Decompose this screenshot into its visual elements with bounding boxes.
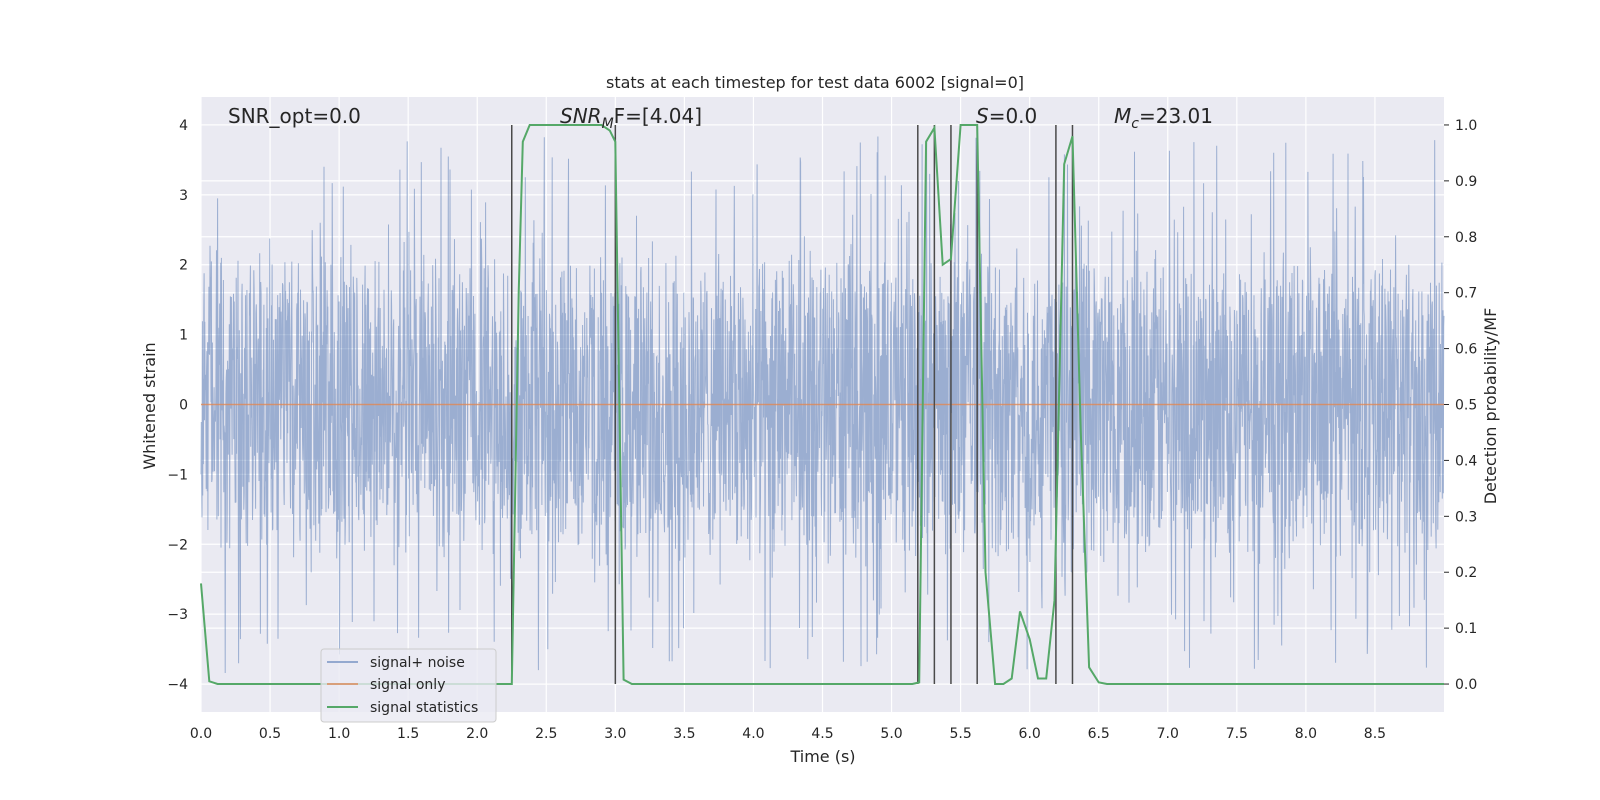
detection-vlines <box>511 124 1074 685</box>
y-tick-label: 0 <box>179 398 188 414</box>
legend-label-signal: signal only <box>370 677 445 693</box>
x-tick-label: 7.0 <box>1157 726 1179 742</box>
s-annotation: S=0.0 <box>976 104 1037 128</box>
y-tick-label: 4 <box>179 118 188 134</box>
snr-mf-symbol: SNR <box>560 104 602 128</box>
x-tick-label: 5.0 <box>880 726 902 742</box>
y-axis-title: Whitened strain <box>140 342 159 469</box>
x-tick-label: 3.0 <box>604 726 626 742</box>
legend-label-noise: signal+ noise <box>370 655 465 671</box>
x-tick-label: 0.5 <box>259 726 281 742</box>
snr-mf-value: F=[4.04] <box>614 104 702 128</box>
x-tick-label: 2.5 <box>535 726 557 742</box>
y-tick-label: −1 <box>167 467 188 483</box>
snr-mf-subscript: M <box>602 116 614 132</box>
y2-tick-label: 0.1 <box>1455 621 1477 637</box>
y2-tick-label: 0.9 <box>1455 174 1477 190</box>
x-axis-title: Time (s) <box>789 747 855 766</box>
signal-statistics-line <box>200 124 1444 685</box>
signal-noise-series <box>200 136 1445 674</box>
x-tick-label: 1.0 <box>328 726 350 742</box>
x-tick-label: 2.0 <box>466 726 488 742</box>
x-tick-label: 0.0 <box>190 726 212 742</box>
y2-tick-label: 0.8 <box>1455 230 1477 246</box>
snr-mf-annotation: SNRMF=[4.04] <box>560 104 702 132</box>
signal-noise-line <box>200 136 1445 674</box>
y2-axis-title: Detection probability/MF <box>1481 308 1500 505</box>
y-tick-label: −4 <box>167 677 188 693</box>
x-tick-label: 8.5 <box>1364 726 1386 742</box>
y-tick-label: −3 <box>167 607 188 623</box>
chart-title: stats at each timestep for test data 600… <box>606 73 1024 92</box>
x-tick-label: 7.5 <box>1226 726 1248 742</box>
x-tick-label: 6.5 <box>1088 726 1110 742</box>
y2-tick-label: 0.3 <box>1455 509 1477 525</box>
legend-label-stats: signal statistics <box>370 700 478 716</box>
legend-box <box>320 648 497 723</box>
x-tick-label: 6.0 <box>1019 726 1041 742</box>
y2-tick-label: 0.4 <box>1455 453 1477 469</box>
mc-symbol: M <box>1114 104 1131 128</box>
y-tick-label: 1 <box>179 328 188 344</box>
y-tick-label: 3 <box>179 188 188 204</box>
x-tick-label: 3.5 <box>673 726 695 742</box>
signal-statistics-series <box>200 124 1444 685</box>
y2-tick-label: 0.5 <box>1455 398 1477 414</box>
x-tick-label: 4.0 <box>742 726 764 742</box>
y2-tick-label: 0.0 <box>1455 677 1477 693</box>
s-symbol: S <box>976 104 989 128</box>
mc-subscript: c <box>1131 116 1139 132</box>
y2-tick-label: 0.6 <box>1455 342 1477 358</box>
axes-ticks: 0.0 0.5 1.0 1.5 2.0 2.5 3.0 3.5 4.0 4.5 5.0 5.5 6.0 6… <box>167 118 1477 742</box>
s-value: =0.0 <box>989 104 1038 128</box>
x-tick-label: 1.5 <box>397 726 419 742</box>
legend: signal+ noise signal only signal statist… <box>320 648 497 723</box>
y2-tick-label: 1.0 <box>1455 118 1477 134</box>
y-tick-label: 2 <box>179 258 188 274</box>
snr-opt-annotation: SNR_opt=0.0 <box>228 104 361 128</box>
y-tick-label: −2 <box>167 537 188 553</box>
x-tick-label: 5.5 <box>949 726 971 742</box>
mc-annotation: Mc=23.01 <box>1114 104 1213 132</box>
x-tick-label: 4.5 <box>811 726 833 742</box>
y2-tick-label: 0.2 <box>1455 565 1477 581</box>
mc-value: =23.01 <box>1139 104 1213 128</box>
x-tick-label: 8.0 <box>1295 726 1317 742</box>
y2-tick-label: 0.7 <box>1455 286 1477 302</box>
